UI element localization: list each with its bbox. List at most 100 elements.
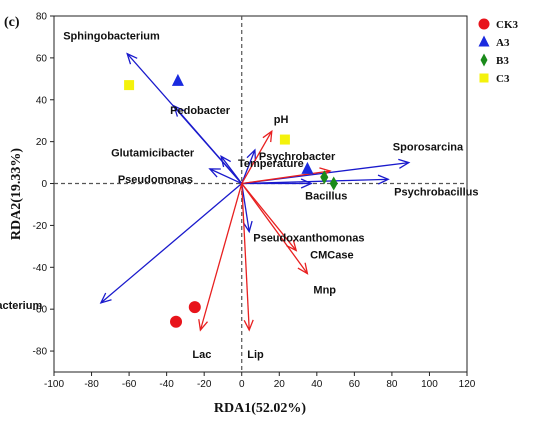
legend-marker-c3	[479, 73, 489, 83]
env-arrow-shaft	[241, 183, 308, 274]
env-arrow-head	[262, 129, 273, 143]
legend-marker-a3	[478, 35, 490, 47]
legend: CK3 A3 B3 C3	[478, 18, 519, 85]
species-arrow-head	[126, 52, 138, 65]
sample-point-b3	[320, 170, 329, 185]
species-arrow-head	[398, 158, 411, 169]
sample-point-c3	[124, 80, 135, 91]
env-label: Lac	[192, 349, 211, 361]
species-arrow-shaft	[241, 183, 250, 232]
y-tick-label: -40	[33, 263, 48, 274]
y-tick-label: -80	[33, 347, 48, 358]
env-arrow-shaft	[241, 183, 250, 331]
x-tick-label: 120	[459, 379, 476, 390]
species-label: Pseudomonas	[118, 174, 193, 186]
x-axis-title: RDA1(52.02%)	[214, 401, 306, 416]
species-label: Flavobacterium	[0, 300, 42, 312]
env-arrow	[241, 183, 309, 275]
species-label: Pedobacter	[170, 105, 231, 117]
species-arrow-shaft	[100, 183, 243, 304]
env-label: Lip	[247, 349, 264, 361]
species-arrow	[208, 168, 242, 185]
species-arrow-head	[208, 168, 221, 178]
species-label: Psychrobacter	[259, 151, 336, 163]
env-arrow-head	[243, 319, 254, 332]
legend-label: CK3	[496, 19, 519, 31]
sample-points	[124, 73, 338, 328]
species-arrow-shaft	[241, 178, 389, 185]
species-arrow-head	[220, 155, 232, 168]
species-label: Sporosarcina	[393, 142, 464, 154]
legend-marker-ck3	[478, 18, 490, 30]
species-arrow-shaft	[209, 168, 242, 185]
env-label: pH	[274, 114, 289, 126]
y-tick-label: -60	[33, 305, 48, 316]
species-arrow-shaft	[220, 155, 243, 184]
sample-point-b3	[329, 176, 338, 191]
sample-point-c3	[279, 134, 290, 145]
panel-label: (c)	[4, 15, 20, 30]
species-arrow-head	[99, 292, 112, 304]
species-arrow-shaft	[173, 105, 243, 184]
env-arrow	[241, 183, 254, 332]
env-label: Mnp	[313, 285, 336, 297]
x-tick-label: -80	[84, 379, 99, 390]
y-tick-label: 20	[36, 137, 48, 148]
y-tick-label: 60	[36, 53, 48, 64]
species-arrow-shaft	[241, 149, 256, 184]
species-label: Pseudoxanthomonas	[253, 233, 364, 245]
env-arrow	[241, 129, 273, 184]
x-tick-label: 40	[311, 379, 323, 390]
species-arrow-head	[300, 178, 313, 189]
legend-label: B3	[496, 55, 509, 67]
species-arrow-head	[377, 174, 390, 185]
x-tick-label: 60	[349, 379, 361, 390]
x-tick-label: 0	[239, 379, 245, 390]
y-tick-label: -20	[33, 221, 48, 232]
x-tick-label: 80	[386, 379, 398, 390]
plot-frame	[53, 15, 468, 373]
y-axis-title: RDA2(19.33%)	[9, 148, 24, 240]
species-arrow-head	[173, 104, 185, 117]
sample-point-ck3	[170, 315, 183, 328]
legend-marker-b3	[480, 53, 488, 67]
env-arrow-head	[286, 239, 298, 252]
sample-point-a3	[171, 73, 184, 86]
env-label: Temperature	[238, 158, 304, 170]
x-tick-label: -60	[122, 379, 137, 390]
env-arrow-head	[297, 262, 309, 275]
species-arrow	[173, 104, 243, 184]
species-arrow	[220, 155, 243, 184]
env-label: CMCase	[310, 250, 353, 262]
env-arrow-shaft	[199, 183, 243, 331]
species-arrow-head	[242, 220, 253, 234]
species-label: Sphingobacterium	[63, 31, 160, 43]
environment-arrows	[198, 129, 332, 332]
x-tick-label: -40	[159, 379, 174, 390]
env-arrow	[241, 183, 298, 252]
species-arrow	[241, 183, 253, 234]
y-tick-label: 40	[36, 95, 48, 106]
env-arrow-head	[198, 319, 208, 332]
species-arrows	[99, 52, 411, 304]
env-arrow-shaft	[241, 170, 331, 185]
species-label: Bacillus	[305, 191, 347, 203]
sample-point-ck3	[188, 301, 201, 314]
axis-ticks: -100 -80 -60 -40 -20 0 20 40 60 80 100 120 -80 -60 -40…	[33, 12, 476, 391]
legend-label: A3	[496, 37, 510, 49]
y-tick-label: 0	[41, 179, 47, 190]
species-arrow	[241, 148, 257, 184]
sample-point-a3	[301, 161, 314, 174]
legend-label: C3	[496, 73, 510, 85]
species-arrow	[241, 174, 390, 185]
env-arrow-shaft	[241, 130, 273, 184]
y-tick-label: 80	[36, 12, 48, 23]
x-tick-label: 20	[274, 379, 286, 390]
arrow-labels: Sphingobacterium Pedobacter Glutamicibacte…	[0, 31, 479, 361]
env-arrow	[198, 183, 243, 332]
species-arrow	[99, 183, 243, 304]
species-label: Glutamicibacter	[111, 147, 195, 159]
species-label: Psychrobacillus	[394, 186, 478, 198]
x-tick-label: 100	[421, 379, 438, 390]
